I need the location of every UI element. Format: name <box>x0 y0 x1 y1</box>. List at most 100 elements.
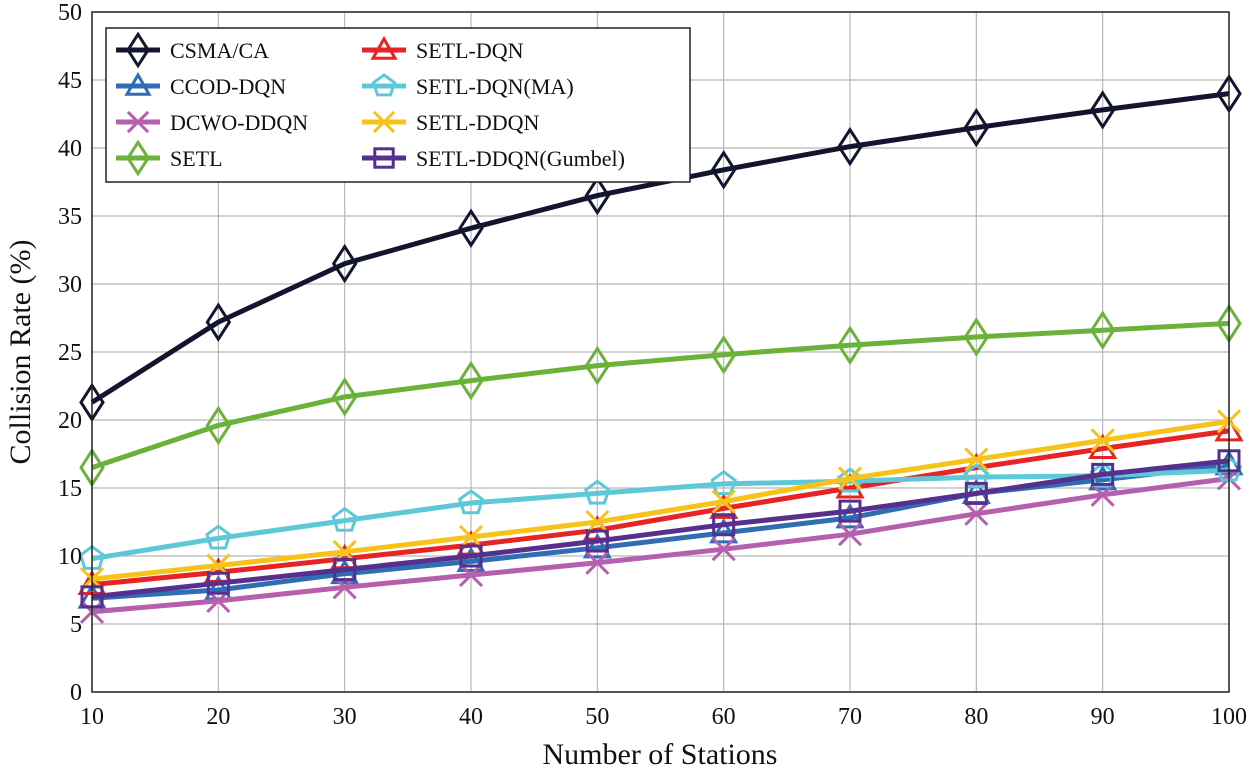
data-point <box>710 149 737 190</box>
series-line <box>91 418 1230 582</box>
y-tick-label: 30 <box>58 272 82 298</box>
data-point <box>582 532 612 559</box>
data-point <box>1090 428 1115 453</box>
legend-marker <box>371 73 397 97</box>
x-tick-label: 50 <box>585 704 609 730</box>
data-point <box>459 544 483 568</box>
series-line <box>91 467 1230 562</box>
data-point <box>837 126 863 167</box>
data-point <box>711 489 736 514</box>
data-point <box>710 470 737 496</box>
data-point <box>585 529 609 553</box>
data-point <box>837 325 863 365</box>
data-point <box>1089 310 1116 351</box>
legend-marker <box>370 35 398 60</box>
data-point <box>837 466 863 491</box>
data-point <box>835 502 865 529</box>
y-tick-label: 5 <box>70 612 82 638</box>
legend-label: SETL-DQN <box>416 38 524 63</box>
data-point <box>712 513 736 537</box>
legend-label: SETL-DDQN <box>416 110 540 135</box>
data-point <box>963 107 990 148</box>
data-point <box>963 463 990 489</box>
data-point <box>331 506 358 532</box>
legend-item: SETL-DQN <box>362 35 524 63</box>
data-point <box>205 302 232 342</box>
data-point <box>837 522 863 547</box>
legend-label: SETL-DQN(MA) <box>416 74 574 99</box>
data-point <box>458 562 484 588</box>
y-tick-label: 0 <box>70 680 82 706</box>
data-point <box>457 489 485 515</box>
x-tick-label: 20 <box>206 704 230 730</box>
tick-labels: 10 20 30 40 50 60 70 80 90 100 0 5 10 15 20 25 30 35 40 45 5… <box>58 0 1247 730</box>
series-line <box>91 428 1230 588</box>
data-point <box>585 550 610 575</box>
legend-item: CSMA/CA <box>116 31 269 69</box>
x-tick-label: 80 <box>964 704 988 730</box>
data-point <box>584 479 611 505</box>
legend-item: SETL-DDQN(Gumbel) <box>362 146 625 171</box>
data-point <box>964 447 989 472</box>
data-point <box>458 524 484 550</box>
x-axis-title: Number of Stations <box>543 738 778 771</box>
legend-item: DCWO-DDQN <box>116 110 308 135</box>
y-tick-label: 45 <box>58 68 82 94</box>
data-point <box>331 243 358 284</box>
y-tick-label: 40 <box>58 136 82 162</box>
data-point <box>584 175 611 216</box>
series-setl <box>79 303 1242 488</box>
x-tick-label: 70 <box>838 704 862 730</box>
legend: CSMA/CA CCOD-DQN DCWO-DDQN SETL SETL-DQN SETL… <box>105 27 691 183</box>
data-point <box>963 317 990 357</box>
legend-label: DCWO-DDQN <box>170 110 308 135</box>
data-point <box>710 334 737 375</box>
data-point <box>206 571 230 595</box>
series-line <box>91 458 1230 600</box>
legend-marker <box>372 110 396 134</box>
data-point <box>1091 462 1115 486</box>
legend-marker <box>126 110 150 134</box>
data-point <box>205 524 232 550</box>
legend-label: SETL-DDQN(Gumbel) <box>416 146 625 171</box>
y-tick-label: 35 <box>58 204 82 230</box>
data-point <box>333 558 357 582</box>
y-tick-label: 10 <box>58 544 82 570</box>
series-dcwo-ddqn <box>79 466 1242 624</box>
legend-item: CCOD-DQN <box>116 71 286 99</box>
plot-frame <box>91 11 1230 693</box>
y-tick-label: 25 <box>58 340 82 366</box>
legend-label: CCOD-DQN <box>170 74 286 99</box>
legend-marker <box>126 31 150 69</box>
series-line <box>91 462 1230 601</box>
series-line <box>91 476 1230 615</box>
x-tick-label: 10 <box>80 704 104 730</box>
x-tick-label: 90 <box>1091 704 1115 730</box>
data-point <box>584 345 611 386</box>
data-point <box>458 360 484 401</box>
legend-label: SETL <box>170 146 223 171</box>
y-tick-label: 20 <box>58 408 82 434</box>
legend-item: SETL-DQN(MA) <box>362 73 574 99</box>
data-point <box>709 517 739 544</box>
legend-marker <box>126 139 150 177</box>
legend-item: SETL-DDQN <box>362 110 540 135</box>
legend-item: SETL <box>116 139 223 177</box>
data-point <box>711 537 736 562</box>
series-setl-ddqn-gumbel- <box>80 449 1241 609</box>
data-point <box>964 501 989 526</box>
x-tick-label: 100 <box>1211 704 1247 730</box>
legend-label: CSMA/CA <box>170 38 269 63</box>
data-point <box>456 546 486 572</box>
legend-marker <box>124 71 152 96</box>
data-point <box>585 509 610 535</box>
x-tick-label: 30 <box>333 704 357 730</box>
y-tick-label: 50 <box>58 0 82 26</box>
x-tick-label: 60 <box>712 704 736 730</box>
data-point <box>1089 90 1116 130</box>
y-tick-label: 15 <box>58 476 82 502</box>
data-point <box>1090 482 1115 507</box>
legend-marker <box>373 147 395 169</box>
y-axis-title: Collision Rate (%) <box>4 240 37 465</box>
data-point <box>205 405 232 446</box>
